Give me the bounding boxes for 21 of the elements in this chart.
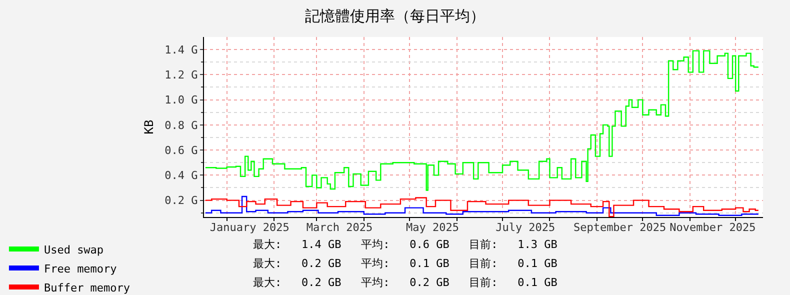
y-tick-label: 0.4 G	[164, 169, 198, 182]
x-tick-label: January 2025	[210, 221, 290, 234]
x-tick-label: September 2025	[573, 221, 666, 234]
text: 最大: 0.2 GB 平均: 0.1 GB 目前: 0.1 GB	[253, 257, 558, 270]
x-tick-label: July 2025	[496, 221, 556, 234]
x-tick-label: May 2025	[406, 221, 459, 234]
text: 最大: 0.2 GB 平均: 0.2 GB 目前: 0.1 GB	[253, 276, 558, 289]
chart-title: 記憶體使用率（每日平均）	[305, 6, 485, 25]
text: 最大: 1.4 GB 平均: 0.6 GB 目前: 1.3 GB	[253, 238, 558, 251]
legend-label: Used swap	[44, 243, 104, 256]
y-tick-label: 0.8 G	[164, 118, 198, 132]
y-tick-label: 0.2 G	[164, 194, 198, 208]
y-tick-label: 1.4 G	[164, 43, 198, 56]
y-tick-label: 0.6 G	[164, 144, 198, 157]
legend-label: Buffer memory	[44, 281, 130, 294]
x-tick-label: November 2025	[670, 221, 756, 234]
y-tick-label: 1.0 G	[164, 94, 198, 107]
y-axis-title: KB	[142, 120, 156, 134]
x-tick-label: March 2025	[306, 221, 373, 234]
y-tick-label: 1.2 G	[164, 68, 198, 82]
legend-label: Free memory	[44, 262, 118, 276]
